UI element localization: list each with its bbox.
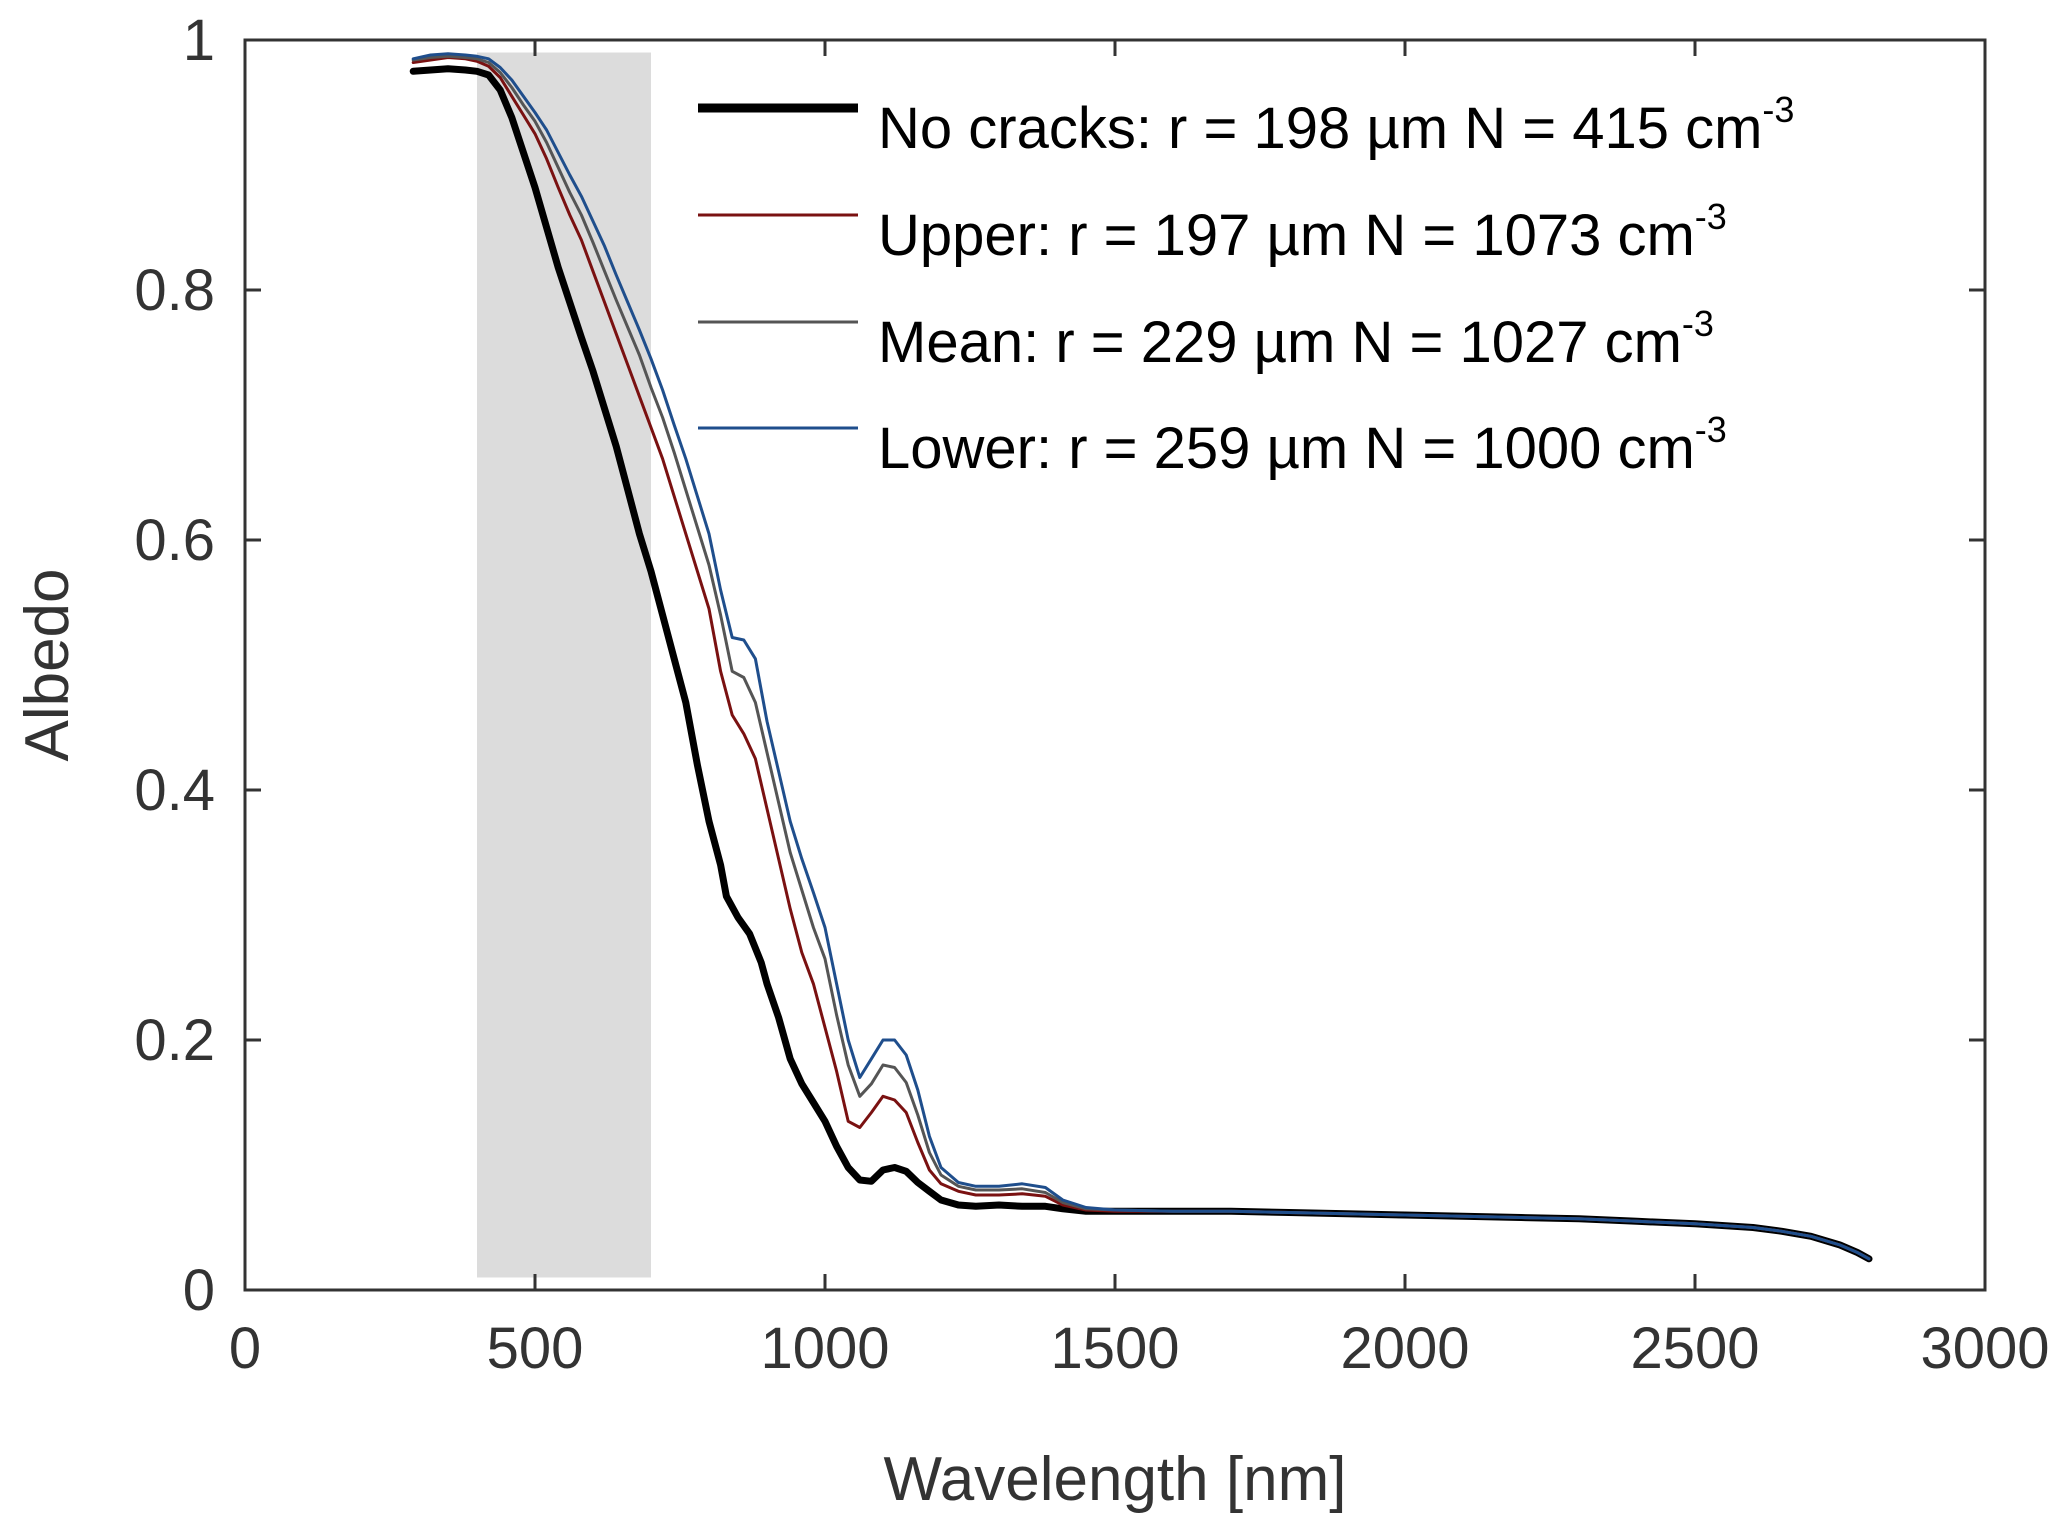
x-tick-label: 3000: [1920, 1316, 2049, 1381]
x-tick-label: 1500: [1050, 1316, 1179, 1381]
series-layer: [409, 52, 1873, 1263]
x-axis-title: Wavelength [nm]: [884, 1445, 1347, 1514]
y-tick-label: 0.2: [134, 1008, 215, 1073]
x-tick-label: 1000: [760, 1316, 889, 1381]
series-line-lower: [411, 52, 1871, 1261]
y-tick-label: 0: [183, 1258, 215, 1323]
y-tick-label: 0.4: [134, 758, 215, 823]
y-tick-label: 1: [183, 8, 215, 73]
y-tick-label: 0.6: [134, 508, 215, 573]
x-tick-label: 2000: [1340, 1316, 1469, 1381]
y-tick-label: 0.8: [134, 258, 215, 323]
legend-label-no-cracks: No cracks: r = 198 µm N = 415 cm-3: [878, 89, 1794, 161]
x-tick-label: 2500: [1630, 1316, 1759, 1381]
legend: No cracks: r = 198 µm N = 415 cm-3 Upper:…: [698, 89, 1794, 481]
legend-label-mean: Mean: r = 229 µm N = 1027 cm-3: [878, 303, 1714, 375]
x-tick-label: 0: [229, 1316, 261, 1381]
tick-layer: 0 500 1000 1500 2000 2500 3000 0 0.2 0.4 0.6 0.8 1: [134, 8, 2049, 1381]
x-tick-label: 500: [487, 1316, 584, 1381]
legend-label-lower: Lower: r = 259 µm N = 1000 cm-3: [878, 409, 1727, 481]
legend-label-upper: Upper: r = 197 µm N = 1073 cm-3: [878, 196, 1727, 268]
shaded-wavelength-band: [477, 52, 651, 1278]
y-axis-title: Albedo: [13, 568, 82, 761]
